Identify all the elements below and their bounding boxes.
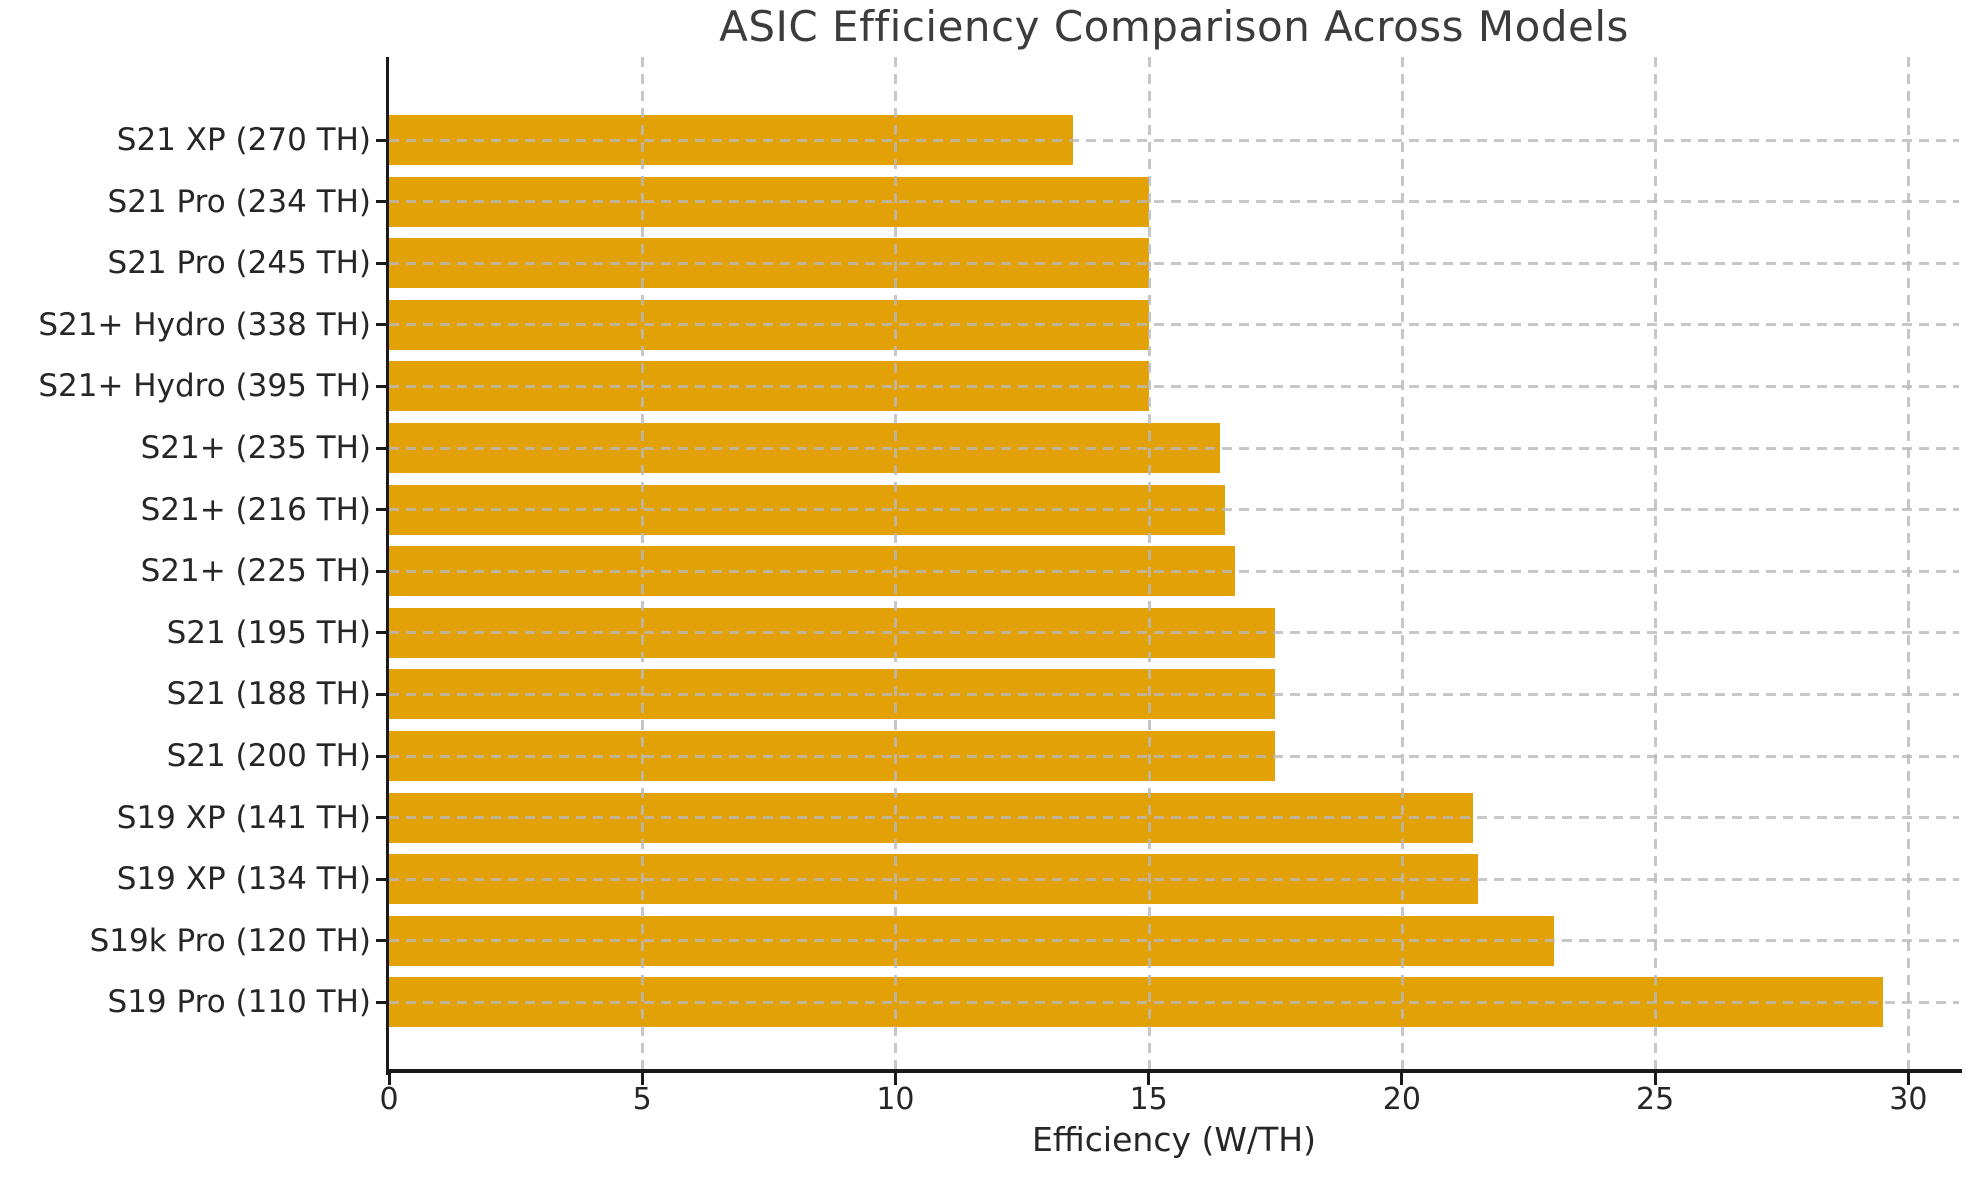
x-tick-label: 25	[1636, 1082, 1675, 1117]
x-tick-mark	[1906, 1073, 1910, 1085]
y-tick-label: S21+ Hydro (338 TH)	[38, 306, 371, 343]
y-tick-mark	[376, 384, 387, 388]
y-tick-mark	[376, 816, 387, 820]
y-tick-label: S21+ Hydro (395 TH)	[38, 368, 371, 405]
horizontal-gridline	[389, 508, 1959, 512]
y-tick-mark	[376, 1000, 387, 1004]
horizontal-gridline	[389, 200, 1959, 204]
vertical-gridline	[1400, 57, 1404, 1072]
x-tick-mark	[893, 1073, 897, 1085]
y-tick-label: S21+ (225 TH)	[140, 553, 371, 590]
horizontal-gridline	[389, 1000, 1959, 1004]
x-tick-mark	[387, 1073, 391, 1085]
x-tick-label: 10	[876, 1082, 915, 1117]
vertical-gridline	[641, 57, 645, 1072]
horizontal-gridline	[389, 261, 1959, 265]
x-tick-label: 5	[632, 1082, 652, 1117]
y-tick-mark	[376, 323, 387, 327]
y-tick-label: S21 (200 TH)	[166, 738, 371, 774]
chart-title: ASIC Efficiency Comparison Across Models	[719, 2, 1629, 51]
y-tick-mark	[376, 261, 387, 265]
y-tick-mark	[376, 446, 387, 450]
y-tick-mark	[376, 631, 387, 635]
plot-area	[389, 57, 1959, 1072]
horizontal-gridline	[389, 446, 1959, 450]
x-tick-mark	[1400, 1073, 1404, 1085]
y-tick-label: S21 (195 TH)	[166, 614, 371, 651]
y-tick-mark	[376, 200, 387, 204]
x-tick-label: 0	[379, 1082, 399, 1117]
vertical-gridline	[1907, 57, 1911, 1072]
y-tick-label: S19 XP (134 TH)	[116, 861, 371, 898]
y-tick-label: S19 XP (141 TH)	[116, 799, 371, 836]
y-tick-label: S21 Pro (234 TH)	[107, 183, 371, 220]
x-tick-label: 20	[1382, 1082, 1421, 1117]
y-tick-mark	[376, 692, 387, 696]
horizontal-gridline	[389, 384, 1959, 388]
horizontal-gridline	[389, 877, 1959, 881]
x-tick-label: 30	[1889, 1082, 1928, 1117]
y-tick-label: S21+ (235 TH)	[140, 430, 371, 466]
y-tick-mark	[376, 138, 387, 142]
vertical-gridline	[1654, 57, 1658, 1072]
horizontal-gridline	[389, 816, 1959, 820]
y-axis-line	[386, 57, 389, 1075]
y-tick-mark	[376, 877, 387, 881]
y-tick-label: S21 (188 TH)	[166, 676, 371, 713]
y-tick-mark	[376, 569, 387, 573]
x-axis-line	[386, 1069, 1962, 1073]
vertical-gridline	[894, 57, 898, 1072]
x-tick-mark	[1653, 1073, 1657, 1085]
horizontal-gridline	[389, 323, 1959, 327]
horizontal-gridline	[389, 569, 1959, 573]
vertical-gridline	[1147, 57, 1151, 1072]
y-tick-mark	[376, 939, 387, 943]
y-tick-label: S21 Pro (245 TH)	[107, 245, 371, 282]
x-tick-mark	[1147, 1073, 1151, 1085]
x-axis-title: Efficiency (W/TH)	[1032, 1120, 1316, 1159]
y-tick-label: S19 Pro (110 TH)	[107, 984, 371, 1021]
y-tick-mark	[376, 508, 387, 512]
horizontal-gridline	[389, 939, 1959, 943]
y-tick-label: S21 XP (270 TH)	[116, 122, 371, 158]
x-tick-label: 15	[1129, 1082, 1168, 1117]
horizontal-gridline	[389, 138, 1959, 142]
y-tick-mark	[376, 754, 387, 758]
horizontal-gridline	[389, 631, 1959, 635]
y-tick-label: S21+ (216 TH)	[140, 491, 371, 528]
y-tick-label: S19k Pro (120 TH)	[89, 922, 371, 959]
horizontal-gridline	[389, 754, 1959, 758]
horizontal-gridline	[389, 692, 1959, 696]
x-tick-mark	[640, 1073, 644, 1085]
